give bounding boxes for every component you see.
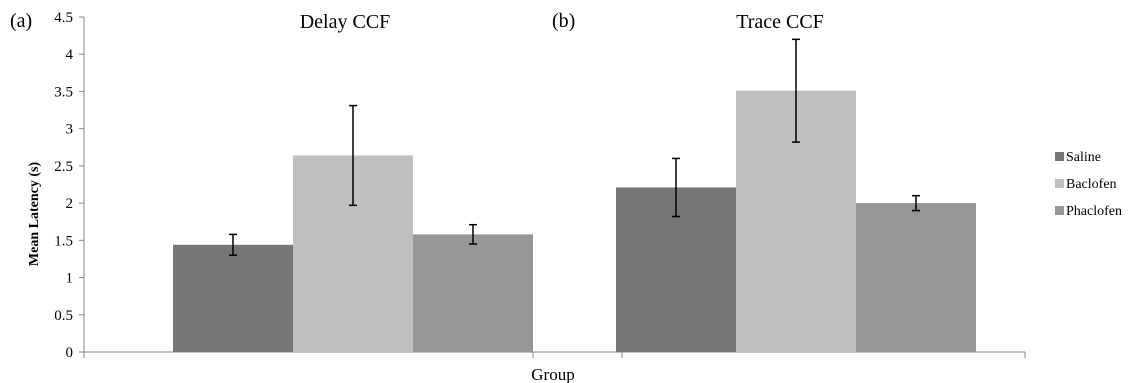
y-tick-label: 4.5 xyxy=(54,10,73,26)
bars xyxy=(173,90,976,352)
x-axis-title: Group xyxy=(531,365,574,383)
panel-titles: (a) Delay CCF (b) Trace CCF xyxy=(10,10,824,33)
y-tick-label: 3 xyxy=(66,122,74,138)
error-bars xyxy=(229,38,920,256)
legend-label: Baclofen xyxy=(1066,177,1117,192)
panel-label: (a) xyxy=(10,10,32,32)
y-tick-label: 4 xyxy=(66,47,74,63)
bar-saline-1 xyxy=(173,244,293,352)
y-tick-label: 2.5 xyxy=(54,159,73,175)
y-tick-label: 0.5 xyxy=(54,308,73,324)
legend-swatch xyxy=(1055,152,1064,161)
legend-swatch xyxy=(1055,206,1064,215)
y-tick-label: 2 xyxy=(66,196,74,212)
y-tick-label: 3.5 xyxy=(54,84,73,100)
y-tick-labels: 0 0.5 1 1.5 2 2.5 3 3.5 4 4.5 xyxy=(54,10,73,361)
bar-phaclofen-2 xyxy=(856,203,976,352)
panel-title: Trace CCF xyxy=(736,11,824,33)
y-tick-label: 0 xyxy=(66,345,74,361)
panel-label: (b) xyxy=(552,10,575,32)
y-tick-label: 1.5 xyxy=(54,233,73,249)
bar-phaclofen-1 xyxy=(413,234,533,352)
legend: Saline Baclofen Phaclofen xyxy=(1055,150,1122,219)
y-tick-label: 1 xyxy=(66,271,74,287)
panel-title: Delay CCF xyxy=(300,11,391,33)
legend-label: Phaclofen xyxy=(1066,204,1122,219)
legend-label: Saline xyxy=(1066,150,1101,165)
y-axis-title: Mean Latency (s) xyxy=(27,162,42,267)
legend-swatch xyxy=(1055,179,1064,188)
